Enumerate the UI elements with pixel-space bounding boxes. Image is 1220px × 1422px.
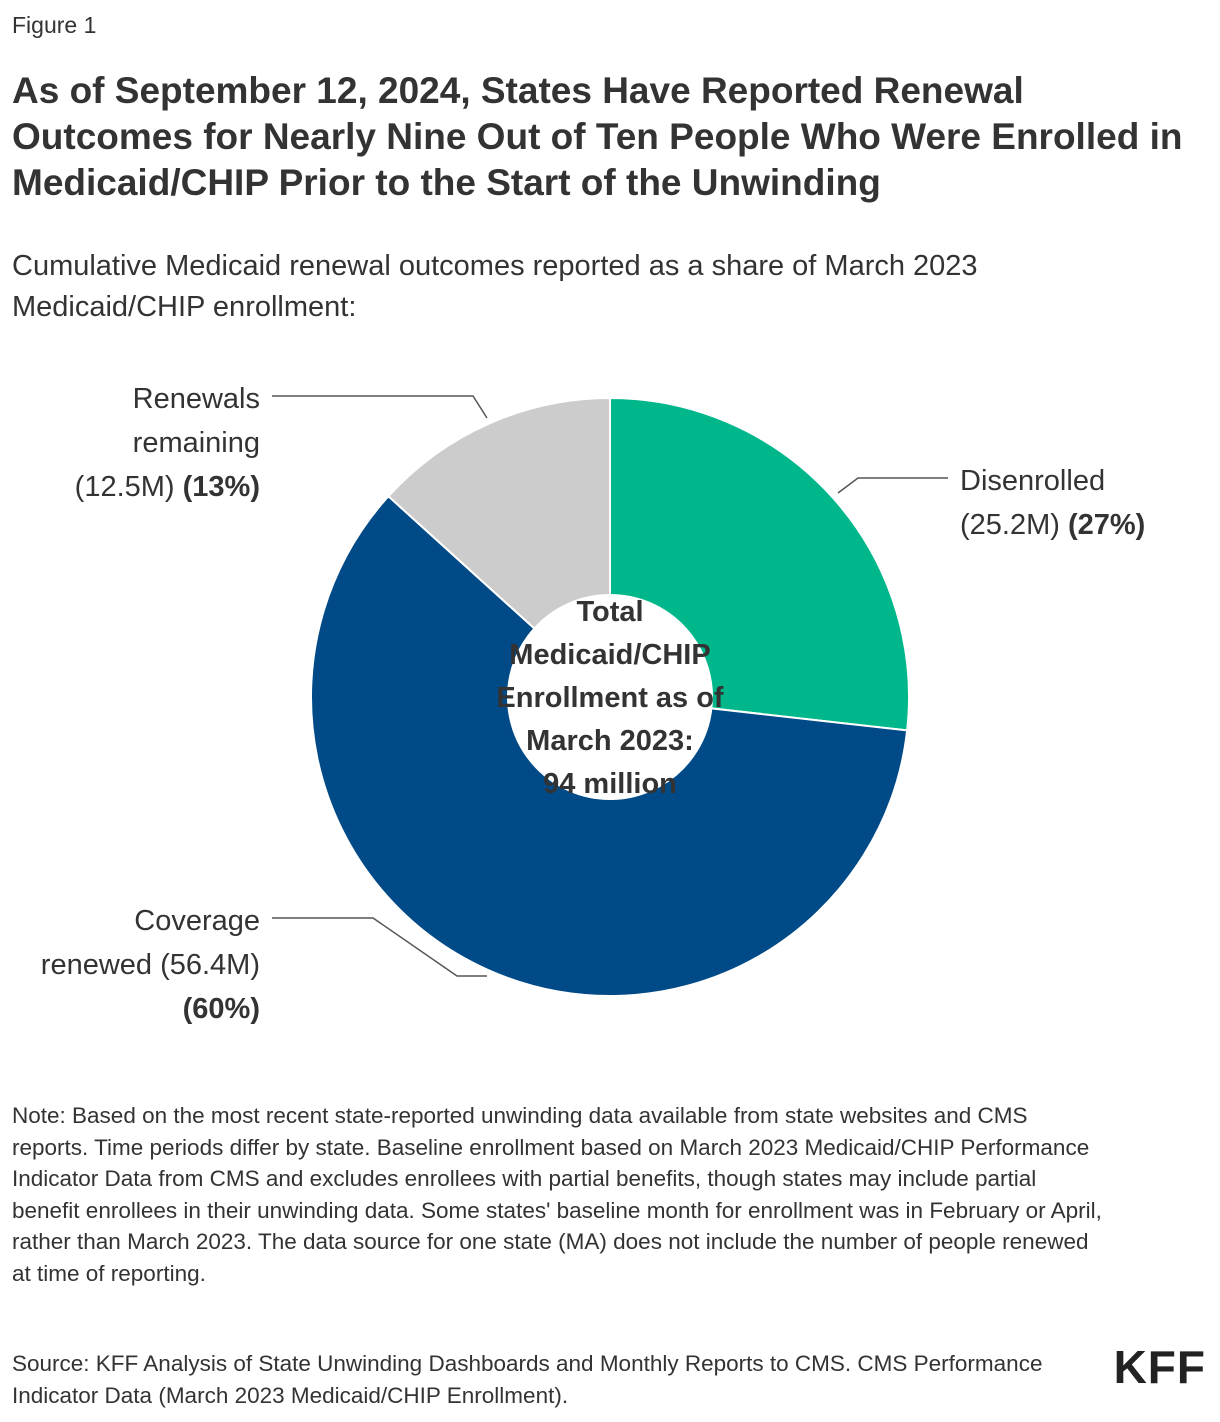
slice-label-part: Disenrolled — [960, 465, 1105, 497]
slice-label-part: renewed (56.4M) — [41, 949, 260, 981]
slice-label-part: Coverage — [134, 905, 260, 937]
leader-line-renewals-remaining — [272, 395, 488, 419]
center-label-line: Medicaid/CHIP — [509, 639, 710, 671]
figure-label: Figure 1 — [12, 12, 97, 38]
slice-label-part: Renewals — [133, 383, 260, 415]
slice-label-part: (60%) — [183, 993, 260, 1025]
slice-label-part: (12.5M) — [75, 471, 183, 503]
slice-label-coverage-renewed: Coverage renewed (56.4M) (60%) — [41, 905, 260, 1025]
slice-disenrolled — [609, 396, 910, 732]
slice-renewals-remaining — [387, 396, 611, 630]
chart-title: As of September 12, 2024, States Have Re… — [12, 70, 1183, 203]
chart-note: Note: Based on the most recent state-rep… — [12, 1103, 1102, 1286]
slice-label-disenrolled: Disenrolled (25.2M) (27%) — [960, 465, 1145, 541]
center-label-line: 94 million — [543, 768, 677, 800]
slice-label-renewals-remaining: Renewals remaining (12.5M) (13%) — [75, 383, 260, 503]
leader-line-coverage-renewed — [272, 917, 487, 977]
center-label-line: Enrollment as of — [496, 682, 724, 714]
slice-label-part: (13%) — [183, 471, 260, 503]
slice-coverage-renewed — [310, 494, 909, 997]
slice-label-part: remaining — [133, 427, 260, 459]
center-label-line: Total — [576, 596, 643, 628]
center-label: Total Medicaid/CHIP Enrollment as of March … — [496, 596, 724, 800]
chart-source: Source: KFF Analysis of State Unwinding … — [12, 1351, 1043, 1408]
chart-subtitle: Cumulative Medicaid renewal outcomes rep… — [12, 250, 978, 323]
center-label-line: March 2023: — [526, 725, 694, 757]
kff-logo: KFF — [1113, 1341, 1206, 1393]
leader-line-disenrolled — [837, 477, 948, 494]
slice-label-part: (27%) — [1068, 509, 1145, 541]
slice-label-part: (25.2M) — [960, 509, 1068, 541]
